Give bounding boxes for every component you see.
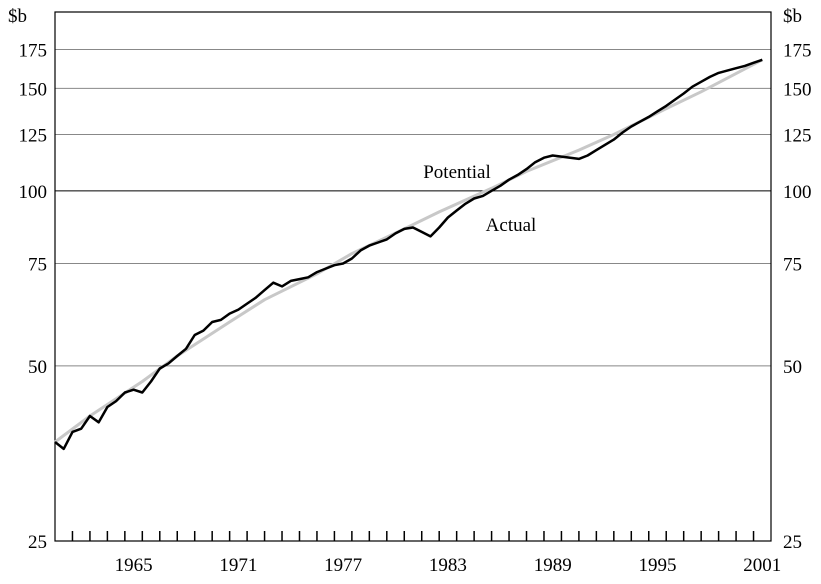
y-tick-label: 75 [28, 255, 47, 276]
x-tick-label: 1977 [324, 555, 362, 576]
x-tick-label: 1995 [638, 555, 676, 576]
y-tick-label: 100 [19, 182, 48, 203]
x-tick-label: 1965 [115, 555, 153, 576]
y2-unit-label: $b [783, 6, 802, 27]
y2-tick-label: 25 [783, 532, 802, 553]
y-tick-label: 125 [19, 125, 48, 146]
y2-tick-label: 175 [783, 40, 812, 61]
y2-tick-label: 100 [783, 182, 812, 203]
series-label: Actual [486, 215, 537, 236]
y2-tick-label: 50 [783, 357, 802, 378]
plot-frame [54, 11, 772, 542]
y-tick-label: 150 [19, 79, 48, 100]
y2-tick-label: 75 [783, 255, 802, 276]
x-tick-label: 1971 [219, 555, 257, 576]
y2-tick-label: 150 [783, 79, 812, 100]
y-tick-label: 175 [19, 40, 48, 61]
x-tick-label: 1989 [534, 555, 572, 576]
x-tick-label: 2001 [743, 555, 781, 576]
y2-tick-label: 125 [783, 125, 812, 146]
series-label: Potential [423, 162, 491, 183]
y-tick-label: 25 [28, 532, 47, 553]
x-tick-label: 1983 [429, 555, 467, 576]
y-unit-label: $b [8, 6, 27, 27]
y-tick-label: 50 [28, 357, 47, 378]
series-line [54, 58, 763, 451]
series-line [54, 58, 763, 444]
